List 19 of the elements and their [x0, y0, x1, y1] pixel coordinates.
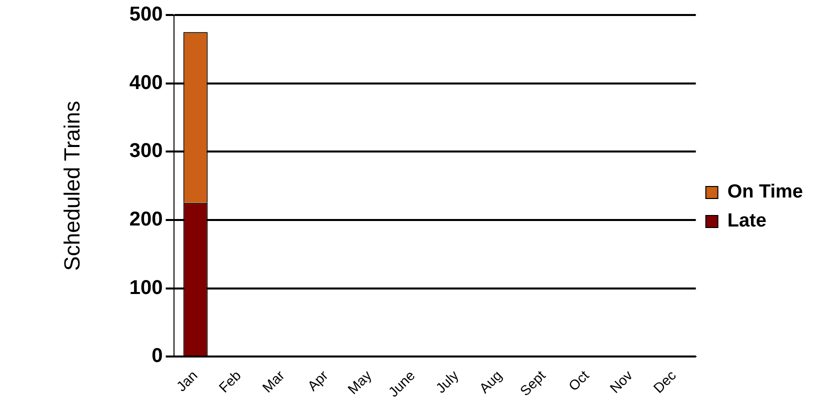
x-tick-label: Apr — [304, 366, 332, 394]
x-tick-label: July — [432, 367, 462, 396]
y-tick-label: 300 — [129, 140, 163, 162]
y-axis-title: Scheduled Trains — [59, 100, 84, 271]
x-tick-label: Jan — [173, 367, 200, 394]
y-tick-label: 0 — [152, 345, 163, 368]
x-tick-label: May — [344, 367, 374, 398]
x-tick-label: Oct — [565, 367, 592, 394]
y-tick-label: 500 — [129, 4, 163, 26]
x-tick-label: Feb — [216, 366, 244, 396]
x-tick-label: Mar — [259, 366, 288, 396]
y-tick-label: 200 — [129, 208, 163, 231]
y-tick-label: 100 — [129, 276, 163, 299]
legend-label: Late — [727, 210, 766, 232]
y-tick-label: 400 — [129, 72, 163, 94]
x-tick-label: Dec — [650, 367, 679, 396]
legend-label: On Time — [727, 182, 804, 203]
x-tick-label: Nov — [606, 367, 636, 396]
x-tick-label: Aug — [476, 367, 505, 396]
